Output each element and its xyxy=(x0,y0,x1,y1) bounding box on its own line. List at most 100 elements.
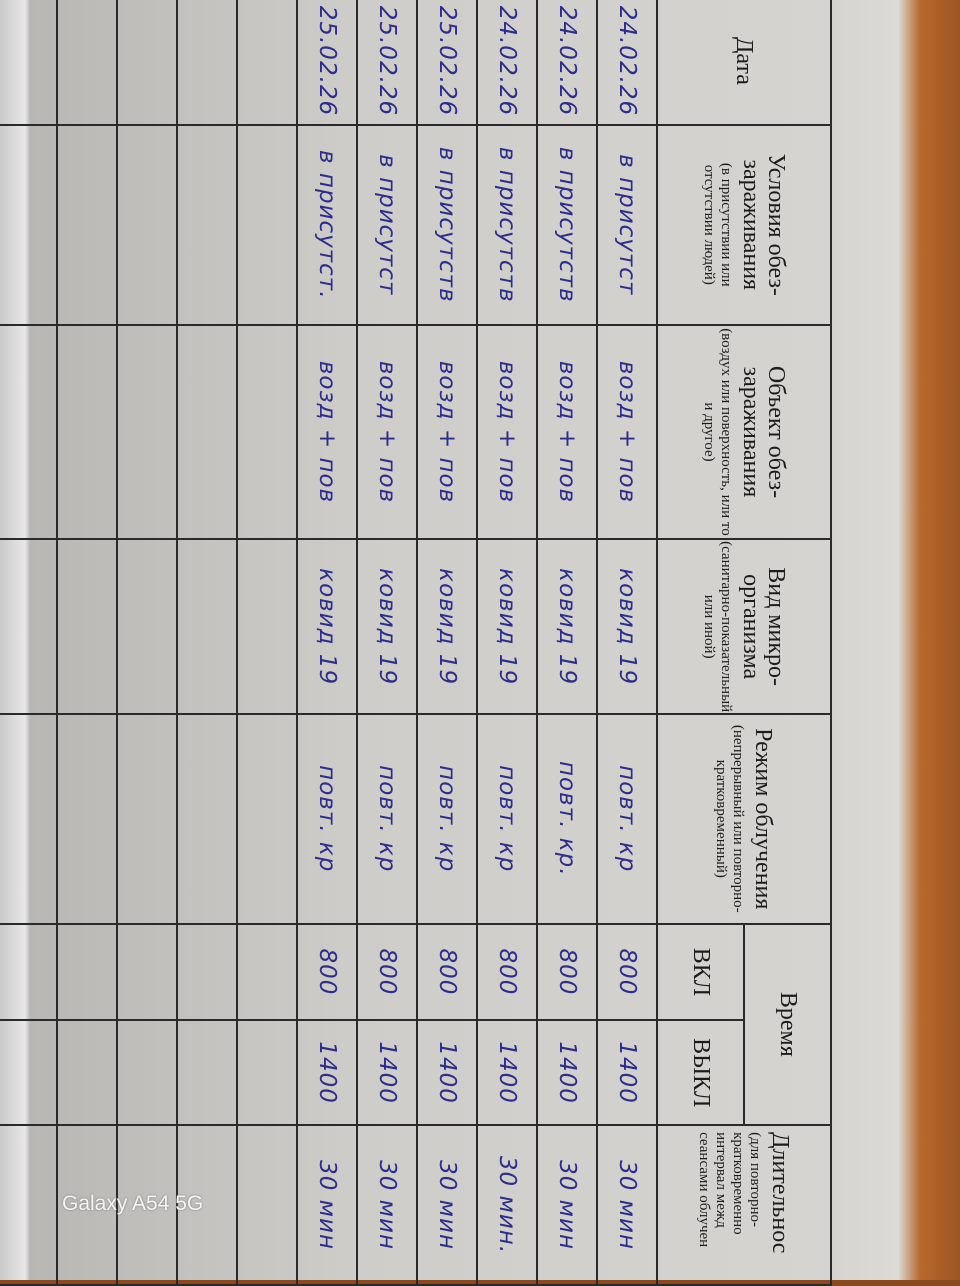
cell-on: 800 xyxy=(597,923,657,1021)
header-mode-note: (непрерывный или повторно-кратковременны… xyxy=(713,724,747,913)
cell-on: 800 xyxy=(297,923,357,1021)
empty-cell xyxy=(57,539,117,714)
cell-conditions: в присутств xyxy=(417,124,477,325)
disinfection-log-table: Дата Условия обез-зараживания (в присутст… xyxy=(0,0,831,1285)
cell-date: 24.02.26 xyxy=(477,0,537,125)
header-time-title: Время xyxy=(775,991,801,1057)
empty-cell xyxy=(237,124,297,325)
empty-cell xyxy=(0,923,57,1021)
header-date-label: Дата xyxy=(731,37,758,85)
empty-cell xyxy=(237,1125,297,1285)
table-row: 24.02.26 в присутств возд + пов ковид 19 пов… xyxy=(537,0,597,1285)
empty-cell xyxy=(177,1020,237,1126)
cell-date: 24.02.26 xyxy=(537,0,597,125)
cell-on: 800 xyxy=(537,923,597,1021)
cell-duration: 30 мин xyxy=(597,1125,657,1285)
empty-cell xyxy=(177,714,237,924)
cell-mode: повт. кр xyxy=(417,714,477,924)
camera-watermark: Galaxy A54 5G xyxy=(62,1192,204,1215)
header-duration: Длительнос (для повторно-кратковременно и… xyxy=(657,1125,831,1285)
empty-cell xyxy=(177,324,237,540)
header-object-title: Объект обез-зараживания xyxy=(738,365,789,499)
header-conditions-title: Условия обез-зараживания xyxy=(738,153,789,296)
cell-date: 25.02.26 xyxy=(417,0,477,125)
empty-cell xyxy=(237,1020,297,1126)
cell-mode: повт. кр xyxy=(477,714,537,924)
empty-cell xyxy=(117,923,177,1021)
header-microorganism-title: Вид микро-организма xyxy=(738,567,789,687)
empty-cell xyxy=(117,714,177,924)
empty-cell xyxy=(0,1020,57,1126)
header-time-off-label: ВЫКЛ xyxy=(688,1038,714,1108)
header-time-on-label: ВКЛ xyxy=(688,947,714,997)
cell-microorganism: ковид 19 xyxy=(357,539,417,714)
cell-mode: повт. кр xyxy=(297,714,357,924)
table-row: 25.02.26 в присутст. возд + пов ковид 19 пов… xyxy=(297,0,357,1285)
header-microorganism: Вид микро-организма (санитарно-показатель… xyxy=(657,539,831,714)
cell-object: возд + пов xyxy=(297,324,357,540)
table-row: 24.02.26 в присутств возд + пов ковид 19 пов… xyxy=(477,0,537,1285)
header-time: Время xyxy=(744,923,831,1126)
empty-cell xyxy=(0,1125,57,1285)
table-row: 25.02.26 в присутств возд + пов ковид 19 пов… xyxy=(417,0,477,1285)
cell-conditions: в присутств xyxy=(537,124,597,325)
header-time-on: ВКЛ xyxy=(657,923,744,1021)
cell-object: возд + пов xyxy=(597,324,657,540)
header-mode: Режим облучения (непрерывный или повторно… xyxy=(657,714,831,924)
header-object-note: (воздух или поверхность, или то и другое… xyxy=(701,328,734,536)
header-object: Объект обез-зараживания (воздух или повер… xyxy=(657,324,831,540)
empty-row xyxy=(177,0,237,1285)
cell-on: 800 xyxy=(357,923,417,1021)
empty-cell xyxy=(177,539,237,714)
empty-cell xyxy=(237,324,297,540)
cell-conditions: в присутст. xyxy=(297,124,357,325)
empty-cell xyxy=(237,923,297,1021)
cell-microorganism: ковид 19 xyxy=(597,539,657,714)
cell-on: 800 xyxy=(477,923,537,1021)
empty-cell xyxy=(177,923,237,1021)
empty-cell xyxy=(177,0,237,125)
cell-object: возд + пов xyxy=(417,324,477,540)
cell-off: 1400 xyxy=(357,1020,417,1126)
header-conditions: Условия обез-зараживания (в присутствии и… xyxy=(657,124,831,325)
header-duration-note: (для повторно-кратковременно интервал ме… xyxy=(696,1132,764,1248)
cell-mode: повт. кр xyxy=(357,714,417,924)
empty-cell xyxy=(0,0,57,125)
cell-object: возд + пов xyxy=(477,324,537,540)
cell-mode: повт. кр xyxy=(597,714,657,924)
empty-row xyxy=(0,0,57,1285)
cell-microorganism: ковид 19 xyxy=(297,539,357,714)
empty-cell xyxy=(57,324,117,540)
cell-duration: 30 мин xyxy=(417,1125,477,1285)
cell-off: 1400 xyxy=(537,1020,597,1126)
header-time-off: ВЫКЛ xyxy=(657,1020,744,1126)
header-mode-title: Режим облучения xyxy=(750,728,777,910)
cell-duration: 30 мин. xyxy=(477,1125,537,1285)
cell-microorganism: ковид 19 xyxy=(417,539,477,714)
cell-duration: 30 мин xyxy=(537,1125,597,1285)
empty-row xyxy=(57,0,117,1285)
empty-cell xyxy=(117,1020,177,1126)
header-microorganism-note: (санитарно-показательный или иной) xyxy=(701,541,734,713)
empty-cell xyxy=(57,714,117,924)
empty-cell xyxy=(117,0,177,125)
cell-off: 1400 xyxy=(477,1020,537,1126)
empty-cell xyxy=(57,923,117,1021)
empty-cell xyxy=(237,0,297,125)
header-date: Дата xyxy=(657,0,831,125)
empty-cell xyxy=(57,0,117,125)
cell-object: возд + пов xyxy=(537,324,597,540)
table-row: 25.02.26 в присутст возд + пов ковид 19 повт… xyxy=(357,0,417,1285)
empty-cell xyxy=(237,539,297,714)
header-conditions-note: (в присутствии или отсутствии людей) xyxy=(701,162,734,287)
cell-conditions: в присутств xyxy=(477,124,537,325)
cell-conditions: в присутст xyxy=(357,124,417,325)
cell-on: 800 xyxy=(417,923,477,1021)
cell-off: 1400 xyxy=(417,1020,477,1126)
cell-duration: 30 мин xyxy=(357,1125,417,1285)
table-row: 24.02.26 в присутст возд + пов ковид 19 повт… xyxy=(597,0,657,1285)
cell-date: 25.02.26 xyxy=(357,0,417,125)
cell-conditions: в присутст xyxy=(597,124,657,325)
cell-date: 25.02.26 xyxy=(297,0,357,125)
